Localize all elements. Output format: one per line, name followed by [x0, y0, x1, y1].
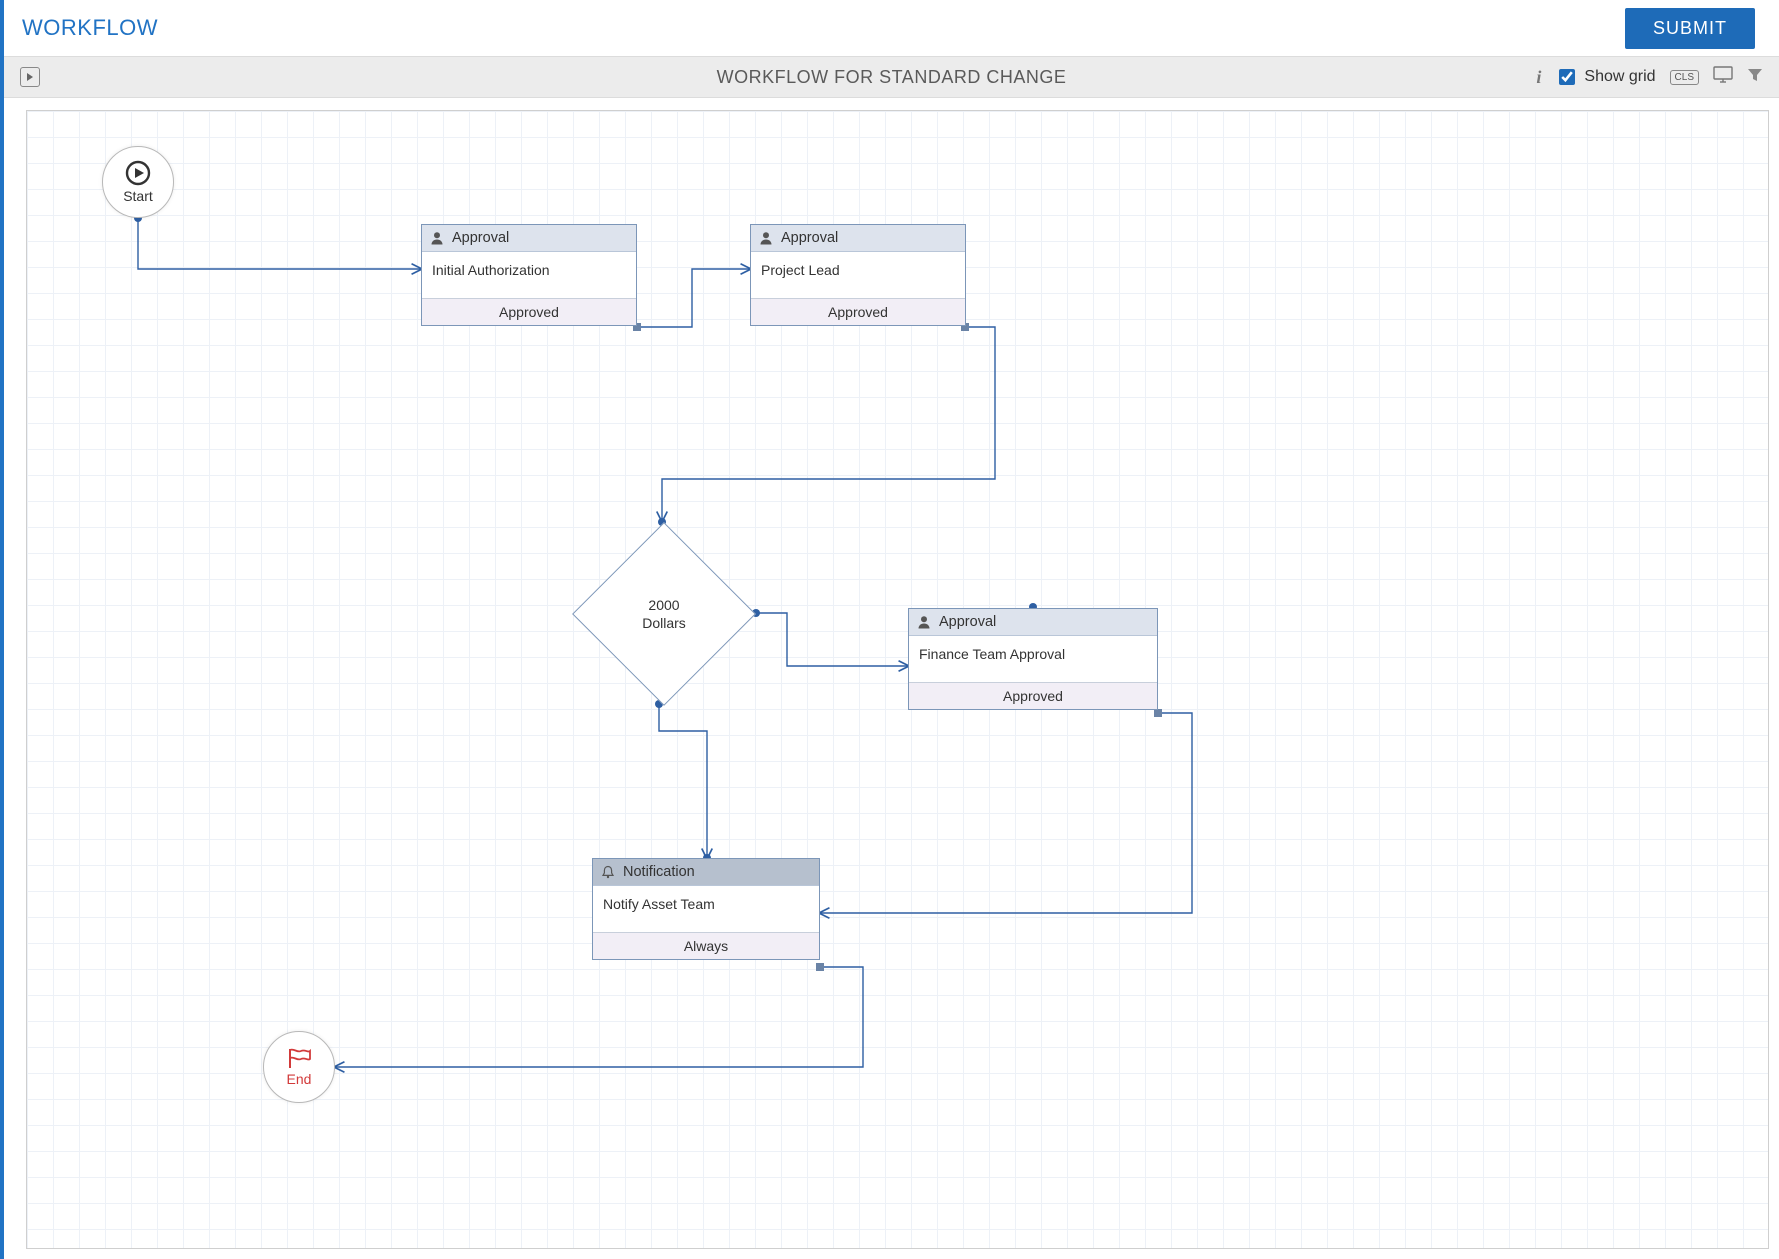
cls-badge[interactable]: CLS — [1670, 70, 1699, 85]
play-icon — [125, 160, 151, 186]
edge-approval2-decision — [662, 327, 995, 521]
flag-icon — [286, 1047, 312, 1069]
edge-decision-approval3 — [756, 613, 908, 666]
port-square — [1154, 709, 1162, 717]
topbar: WORKFLOW SUBMIT — [4, 0, 1779, 56]
edge-decision-notify — [659, 704, 707, 858]
node-approval-projectlead[interactable]: Approval Project Lead Approved — [750, 224, 966, 326]
node-approval-projectlead-body: Project Lead — [751, 252, 965, 299]
node-approval-initial[interactable]: Approval Initial Authorization Approved — [421, 224, 637, 326]
show-grid-label: Show grid — [1584, 68, 1655, 86]
page-title: WORKFLOW — [22, 15, 158, 41]
node-notification[interactable]: Notification Notify Asset Team Always — [592, 858, 820, 960]
node-approval-initial-body: Initial Authorization — [422, 252, 636, 299]
node-start[interactable]: Start — [102, 146, 174, 218]
toolbar: WORKFLOW FOR STANDARD CHANGE i Show grid… — [4, 56, 1779, 98]
node-approval-projectlead-footer: Approved — [751, 299, 965, 325]
node-end-label: End — [287, 1071, 312, 1087]
node-approval-projectlead-title: Approval — [781, 230, 838, 246]
port-square — [816, 963, 824, 971]
node-end[interactable]: End — [263, 1031, 335, 1103]
edge-approval3-notify — [820, 713, 1192, 913]
expand-panel-icon[interactable] — [20, 67, 40, 87]
person-icon — [759, 231, 773, 245]
filter-icon[interactable] — [1747, 67, 1763, 88]
node-start-label: Start — [123, 188, 153, 204]
decision-line2: Dollars — [642, 615, 686, 631]
workflow-title: WORKFLOW FOR STANDARD CHANGE — [4, 67, 1779, 88]
node-approval-finance-footer: Approved — [909, 683, 1157, 709]
bell-icon — [601, 865, 615, 879]
node-notification-title: Notification — [623, 864, 695, 880]
node-approval-initial-title: Approval — [452, 230, 509, 246]
monitor-icon[interactable] — [1713, 66, 1733, 89]
node-notification-body: Notify Asset Team — [593, 886, 819, 933]
node-approval-finance-body: Finance Team Approval — [909, 636, 1157, 683]
node-notification-footer: Always — [593, 933, 819, 959]
edge-start-approval1 — [138, 218, 421, 269]
submit-button[interactable]: SUBMIT — [1625, 8, 1755, 49]
node-approval-finance-title: Approval — [939, 614, 996, 630]
info-icon[interactable]: i — [1536, 67, 1541, 88]
show-grid-checkbox[interactable] — [1559, 69, 1575, 85]
node-decision-label: 2000 Dollars — [599, 596, 729, 632]
node-approval-finance[interactable]: Approval Finance Team Approval Approved — [908, 608, 1158, 710]
edge-approval1-approval2 — [637, 269, 750, 327]
decision-line1: 2000 — [648, 597, 679, 613]
show-grid-toggle[interactable]: Show grid — [1555, 66, 1655, 88]
workflow-canvas[interactable]: Start Approval Initial Authorization App… — [26, 110, 1769, 1249]
edge-notify-end — [335, 967, 863, 1067]
person-icon — [430, 231, 444, 245]
node-approval-initial-footer: Approved — [422, 299, 636, 325]
person-icon — [917, 615, 931, 629]
